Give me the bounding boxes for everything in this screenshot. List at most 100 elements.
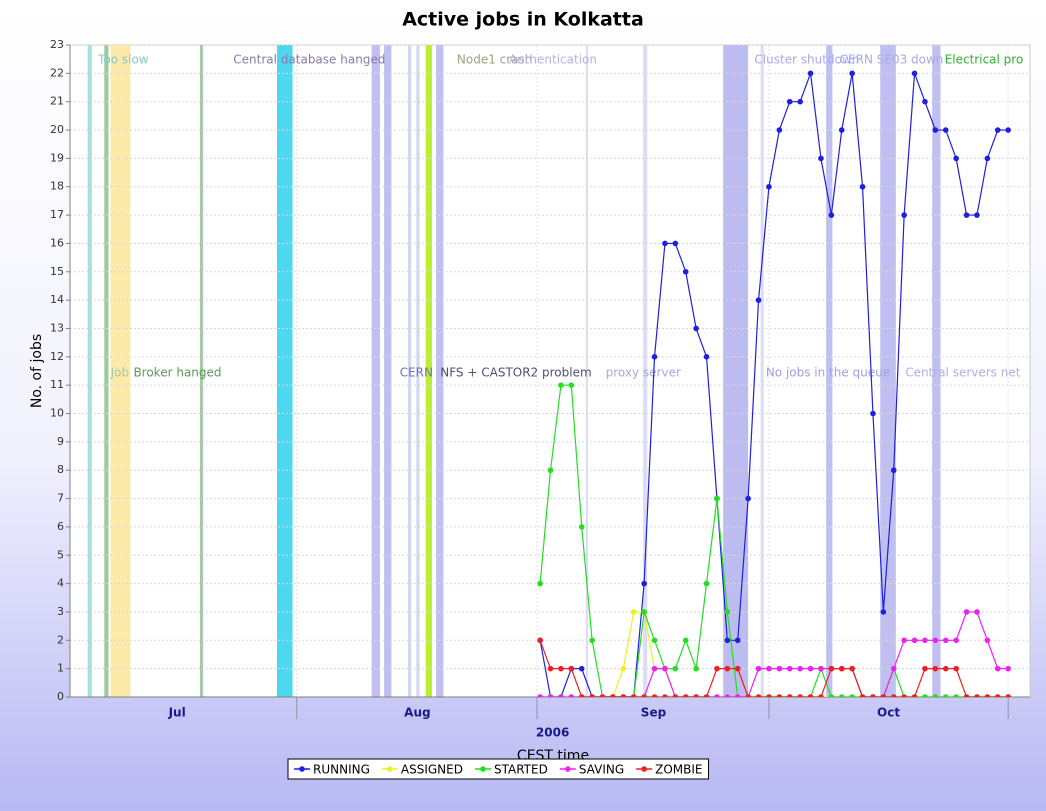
data-point [734,637,741,644]
data-point [1005,694,1011,697]
data-point [672,694,679,697]
legend-marker [565,766,571,772]
annotation: CERN [400,366,433,380]
data-point [776,127,783,133]
data-point [755,694,762,697]
data-point [890,467,897,474]
data-point [922,98,928,105]
y-tick-label: 13 [50,321,64,334]
data-point [984,155,991,162]
data-point [890,665,897,672]
event-band [436,45,444,697]
data-point [662,240,668,247]
data-point [901,694,907,697]
data-point [953,637,959,644]
data-point [922,637,928,644]
legend-marker [299,766,305,772]
y-tick-label: 11 [50,378,64,391]
data-point [745,694,751,697]
data-point [672,240,679,247]
data-point [693,694,699,697]
data-point [578,665,585,672]
data-point [651,694,658,697]
data-point [828,694,835,697]
data-point [984,694,991,697]
data-point [641,580,647,587]
y-tick-label: 0 [57,690,64,703]
annotations: Too slow Central database hanged Node1 cra… [97,53,1023,380]
data-point [703,354,710,360]
data-point [682,268,689,275]
annotation: Node1 crash [457,53,533,67]
data-point [807,665,814,672]
data-point [911,694,918,697]
annotation: Job [110,366,130,380]
data-point [641,694,647,697]
data-point [797,694,803,697]
data-point [693,325,699,332]
data-point [922,694,928,697]
event-band [110,45,131,697]
y-tick-label: 22 [50,66,64,79]
data-point [568,665,575,672]
data-point [537,694,543,697]
data-point [714,495,720,502]
data-point [662,665,668,672]
y-tick-label: 20 [50,123,64,136]
data-point [630,694,637,697]
data-point [620,694,627,697]
data-point [890,694,897,697]
x-tick-label: Sep [641,706,667,720]
series-line [539,73,1009,697]
data-point [942,665,949,672]
series-line [539,640,1009,697]
data-point [932,637,939,644]
event-band [200,45,204,697]
data-point [558,665,564,672]
data-point [610,694,616,697]
data-point [859,183,866,190]
y-tick-label: 3 [57,605,64,618]
data-point [755,297,762,303]
x-tick-label: Aug [404,706,430,720]
data-point [776,665,783,672]
y-tick-label: 10 [50,407,64,420]
data-point [568,694,575,697]
annotation: Authentication [509,53,597,67]
annotation: Too slow [97,53,149,67]
data-point [786,694,793,697]
data-point [558,694,564,697]
data-point [755,665,762,672]
data-point [963,694,970,697]
data-point [724,665,731,672]
data-point [859,694,866,697]
data-point [901,212,907,218]
data-point [880,609,887,615]
event-band [371,45,380,697]
event-band [408,45,412,697]
y-tick-label: 21 [50,95,64,108]
chart-title: Active jobs in Kolkatta [402,9,644,31]
data-point [838,694,845,697]
data-point [651,354,658,360]
annotation: CERN SE03 down [840,53,944,67]
data-point [1005,127,1011,133]
data-point [994,127,1001,133]
data-point [724,637,731,644]
y-tick-label: 12 [50,350,64,363]
data-point [818,694,824,697]
data-point [818,155,824,162]
data-point [849,665,855,672]
event-band [384,45,392,697]
y-tick-label: 19 [50,151,64,164]
data-point [974,694,980,697]
bands [87,45,941,697]
data-point [994,694,1001,697]
data-point [724,609,731,615]
data-point [589,637,595,644]
legend-marker [480,766,486,772]
year-label: 2006 [536,726,569,740]
data-point [807,694,814,697]
data-point [953,665,959,672]
